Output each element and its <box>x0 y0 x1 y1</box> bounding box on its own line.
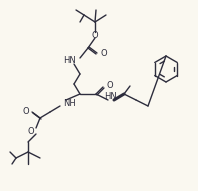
Text: HN: HN <box>63 56 76 65</box>
Text: O: O <box>92 31 98 40</box>
Text: NH: NH <box>63 99 76 108</box>
Text: O: O <box>27 126 34 135</box>
Text: O: O <box>106 80 113 90</box>
Text: HN: HN <box>104 92 116 101</box>
Text: O: O <box>22 107 29 116</box>
Text: O: O <box>100 49 107 57</box>
